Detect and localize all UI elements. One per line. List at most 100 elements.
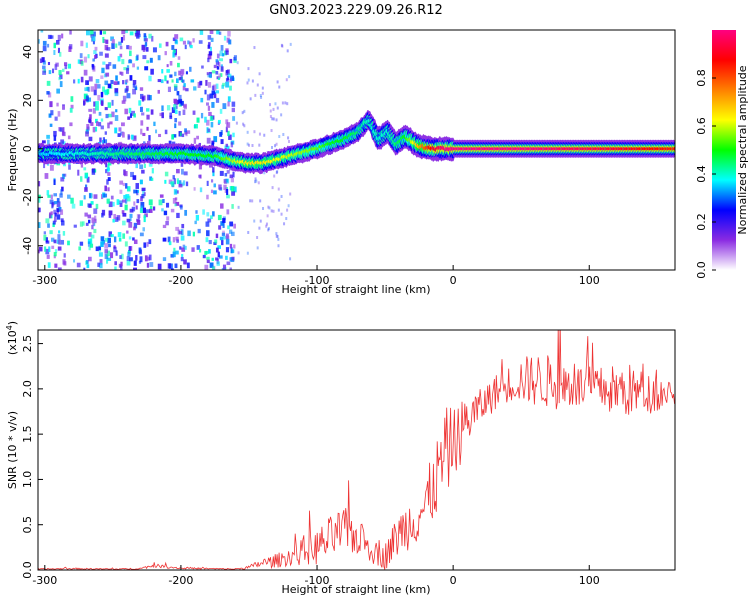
noise-speckle — [121, 30, 126, 35]
noise-speckle — [108, 243, 111, 248]
noise-speckle — [271, 186, 274, 190]
noise-speckle — [222, 218, 226, 224]
noise-speckle — [221, 268, 224, 270]
noise-speckle — [254, 180, 257, 184]
noise-speckle — [220, 139, 224, 145]
noise-speckle — [85, 95, 89, 102]
noise-speckle — [139, 164, 144, 170]
noise-speckle — [221, 232, 226, 237]
noise-speckle — [287, 204, 290, 208]
noise-speckle — [178, 101, 182, 107]
noise-speckle — [276, 170, 279, 174]
noise-speckle — [186, 130, 191, 134]
noise-speckle — [176, 91, 180, 96]
noise-speckle — [215, 83, 219, 89]
noise-speckle — [159, 112, 162, 117]
noise-speckle — [172, 52, 175, 58]
noise-speckle — [117, 81, 120, 85]
noise-speckle — [99, 30, 103, 35]
noise-speckle — [53, 50, 56, 55]
noise-speckle — [83, 100, 86, 106]
noise-speckle — [139, 87, 144, 91]
noise-speckle — [52, 68, 55, 74]
noise-speckle — [196, 117, 200, 123]
noise-speckle — [178, 121, 182, 126]
noise-speckle — [151, 35, 154, 42]
noise-speckle — [229, 79, 232, 83]
noise-speckle — [86, 123, 90, 130]
noise-speckle — [172, 51, 177, 57]
noise-speckle — [183, 171, 188, 176]
noise-speckle — [88, 232, 92, 237]
noise-speckle — [125, 198, 128, 204]
spectrogram-x-tick-label: 100 — [579, 274, 600, 287]
noise-speckle — [225, 48, 229, 53]
noise-speckle — [132, 83, 136, 88]
noise-speckle — [166, 64, 169, 68]
noise-speckle — [224, 173, 228, 177]
noise-speckle — [151, 168, 154, 174]
noise-speckle — [249, 199, 252, 203]
noise-speckle — [83, 195, 86, 200]
noise-speckle — [235, 121, 238, 125]
noise-speckle — [213, 190, 217, 195]
colorbar: 0.0 0.2 0.4 0.6 0.8 Normalized spectral ampl… — [695, 30, 749, 279]
noise-speckle — [141, 44, 146, 51]
noise-speckle — [146, 241, 149, 247]
noise-speckle — [180, 100, 184, 106]
noise-speckle — [225, 81, 230, 88]
noise-speckle — [150, 109, 154, 115]
noise-speckle — [276, 106, 279, 110]
noise-speckle — [93, 31, 96, 37]
noise-speckle — [222, 264, 227, 270]
noise-speckle — [280, 43, 283, 47]
snr-x-tick-label: -300 — [32, 574, 57, 587]
noise-speckle — [176, 239, 179, 243]
noise-speckle — [199, 248, 202, 253]
colorbar-label: Normalized spectral amplitude — [736, 65, 749, 234]
noise-speckle — [101, 67, 105, 74]
noise-speckle — [169, 74, 173, 78]
snr-y-tick-label: 1.0 — [21, 471, 34, 489]
noise-speckle — [43, 231, 47, 235]
noise-speckle — [243, 109, 246, 113]
noise-speckle — [172, 175, 175, 180]
noise-speckle — [104, 53, 109, 58]
noise-speckle — [102, 31, 107, 35]
noise-speckle — [110, 36, 114, 42]
noise-speckle — [106, 198, 110, 204]
noise-speckle — [87, 54, 90, 59]
noise-speckle — [73, 259, 76, 263]
noise-speckle — [146, 60, 150, 64]
noise-speckle — [114, 261, 117, 266]
noise-speckle — [220, 203, 224, 209]
noise-speckle — [84, 187, 88, 192]
noise-speckle — [107, 122, 110, 129]
noise-speckle — [246, 81, 249, 85]
noise-speckle — [128, 107, 132, 114]
noise-speckle — [246, 251, 249, 255]
noise-speckle — [175, 250, 179, 255]
noise-speckle — [133, 260, 137, 266]
noise-speckle — [211, 140, 215, 145]
noise-speckle — [265, 224, 268, 228]
noise-speckle — [115, 43, 118, 48]
noise-speckle — [107, 164, 110, 168]
noise-speckle — [283, 222, 286, 226]
noise-speckle — [206, 137, 211, 144]
noise-speckle — [104, 107, 108, 111]
noise-speckle — [178, 183, 183, 188]
noise-speckle — [273, 174, 276, 178]
noise-speckle — [53, 239, 57, 244]
noise-speckle — [122, 80, 125, 85]
noise-speckle — [135, 205, 138, 210]
noise-speckle — [88, 203, 92, 208]
noise-speckle — [98, 252, 103, 257]
noise-speckle — [122, 132, 125, 138]
noise-speckle — [218, 62, 221, 67]
noise-speckle — [149, 205, 153, 210]
noise-speckle — [58, 230, 61, 234]
noise-speckle — [105, 113, 109, 119]
noise-speckle — [61, 33, 64, 39]
noise-speckle — [129, 75, 133, 81]
